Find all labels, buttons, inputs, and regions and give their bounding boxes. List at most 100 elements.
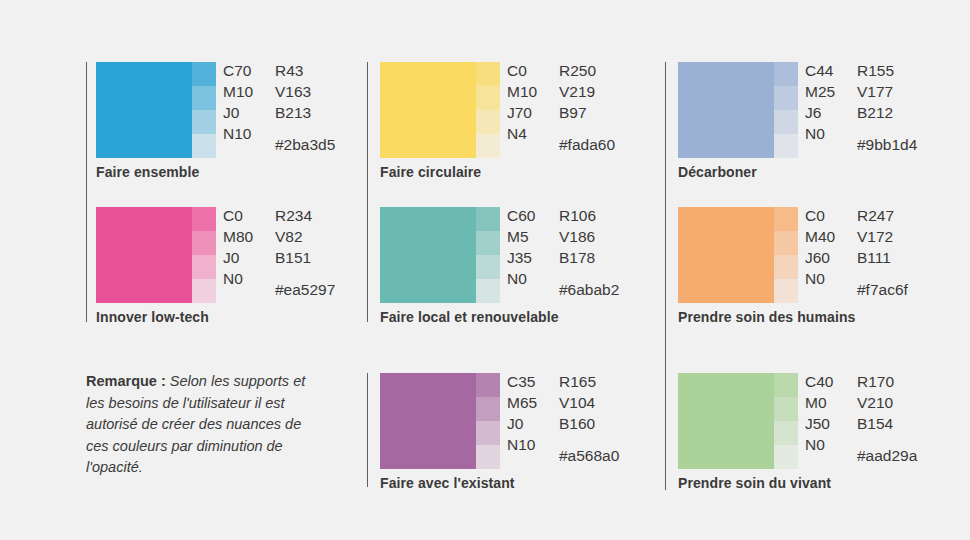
tint-step — [774, 373, 798, 397]
color-block — [380, 207, 500, 303]
cmyk-line: N0 — [223, 268, 253, 289]
tint-strip — [476, 62, 500, 158]
rgb-line: R43 — [275, 60, 311, 81]
cmyk-line: M10 — [223, 81, 253, 102]
cmyk-values: C44M25J6N0 — [805, 60, 835, 144]
cmyk-values: C70M10J0N10 — [223, 60, 253, 144]
tint-step — [476, 421, 500, 445]
hex-value: #a568a0 — [559, 447, 619, 465]
cmyk-line: M0 — [805, 392, 833, 413]
swatch-card: C70M10J0N10 R43V163B213 #2ba3d5 Faire en… — [96, 62, 388, 202]
rgb-line: R155 — [857, 60, 894, 81]
swatch-name: Faire local et renouvelable — [380, 309, 559, 325]
tint-strip — [774, 207, 798, 303]
swatch-name: Prendre soin du vivant — [678, 475, 831, 491]
color-block-main — [96, 62, 192, 158]
cmyk-line: C35 — [507, 371, 537, 392]
cmyk-line: C60 — [507, 205, 535, 226]
cmyk-line: J6 — [805, 102, 835, 123]
rgb-line: V177 — [857, 81, 894, 102]
rgb-line: B151 — [275, 247, 312, 268]
cmyk-line: N0 — [507, 268, 535, 289]
cmyk-line: C44 — [805, 60, 835, 81]
hex-value: #6abab2 — [559, 281, 619, 299]
cmyk-line: C40 — [805, 371, 833, 392]
tint-step — [774, 207, 798, 231]
rgb-line: V172 — [857, 226, 894, 247]
swatch-card: C44M25J6N0 R155V177B212 #9bb1d4 Décarbon… — [678, 62, 970, 202]
tint-step — [476, 397, 500, 421]
tint-step — [774, 421, 798, 445]
color-block-main — [380, 373, 476, 469]
tint-step — [476, 110, 500, 134]
color-palette-page: Remarque : Selon les supports et les bes… — [0, 0, 970, 540]
swatch-name: Faire circulaire — [380, 164, 481, 180]
tint-step — [774, 62, 798, 86]
rgb-line: V82 — [275, 226, 312, 247]
rgb-values: R165V104B160 — [559, 371, 596, 434]
tint-strip — [192, 207, 216, 303]
rgb-values: R106V186B178 — [559, 205, 596, 268]
rgb-line: R170 — [857, 371, 894, 392]
tint-step — [476, 86, 500, 110]
cmyk-values: C0M10J70N4 — [507, 60, 537, 144]
cmyk-line: C0 — [223, 205, 253, 226]
cmyk-line: J0 — [507, 413, 537, 434]
tint-step — [774, 231, 798, 255]
swatch-card: C40M0J50N0 R170V210B154 #aad29a Prendre … — [678, 373, 970, 513]
color-block — [678, 62, 798, 158]
rgb-values: R170V210B154 — [857, 371, 894, 434]
cmyk-line: N4 — [507, 123, 537, 144]
cmyk-line: J70 — [507, 102, 537, 123]
color-block — [380, 62, 500, 158]
cmyk-line: M10 — [507, 81, 537, 102]
color-block — [380, 373, 500, 469]
color-block — [678, 207, 798, 303]
swatch-card: C60M5J35N0 R106V186B178 #6abab2 Faire lo… — [380, 207, 672, 347]
tint-step — [476, 279, 500, 303]
rgb-line: B213 — [275, 102, 311, 123]
cmyk-line: M65 — [507, 392, 537, 413]
color-block-main — [380, 62, 476, 158]
usage-note: Remarque : Selon les supports et les bes… — [86, 371, 320, 479]
cmyk-line: J50 — [805, 413, 833, 434]
swatch-name: Prendre soin des humains — [678, 309, 855, 325]
tint-step — [774, 86, 798, 110]
rgb-values: R247V172B111 — [857, 205, 894, 268]
column-divider — [86, 62, 87, 322]
rgb-line: V163 — [275, 81, 311, 102]
cmyk-line: J0 — [223, 102, 253, 123]
hex-value: #fada60 — [559, 136, 615, 154]
swatch-card: C0M10J70N4 R250V219B97 #fada60 Faire cir… — [380, 62, 672, 202]
rgb-values: R43V163B213 — [275, 60, 311, 123]
rgb-line: B212 — [857, 102, 894, 123]
cmyk-values: C35M65J0N10 — [507, 371, 537, 455]
hex-value: #ea5297 — [275, 281, 335, 299]
tint-step — [192, 279, 216, 303]
color-block-main — [380, 207, 476, 303]
rgb-line: B111 — [857, 247, 894, 268]
hex-value: #aad29a — [857, 447, 917, 465]
cmyk-line: J35 — [507, 247, 535, 268]
tint-step — [192, 231, 216, 255]
color-block — [96, 207, 216, 303]
tint-step — [774, 397, 798, 421]
tint-step — [192, 62, 216, 86]
swatch-name: Faire ensemble — [96, 164, 199, 180]
tint-step — [192, 86, 216, 110]
tint-step — [192, 207, 216, 231]
rgb-line: R234 — [275, 205, 312, 226]
tint-step — [476, 231, 500, 255]
hex-value: #f7ac6f — [857, 281, 908, 299]
tint-step — [476, 445, 500, 469]
rgb-line: R165 — [559, 371, 596, 392]
rgb-line: V186 — [559, 226, 596, 247]
swatch-name: Innover low-tech — [96, 309, 209, 325]
swatch-name: Décarboner — [678, 164, 757, 180]
rgb-line: R106 — [559, 205, 596, 226]
cmyk-values: C40M0J50N0 — [805, 371, 833, 455]
cmyk-line: M25 — [805, 81, 835, 102]
cmyk-line: J60 — [805, 247, 835, 268]
rgb-line: V104 — [559, 392, 596, 413]
swatch-card: C0M40J60N0 R247V172B111 #f7ac6f Prendre … — [678, 207, 970, 347]
